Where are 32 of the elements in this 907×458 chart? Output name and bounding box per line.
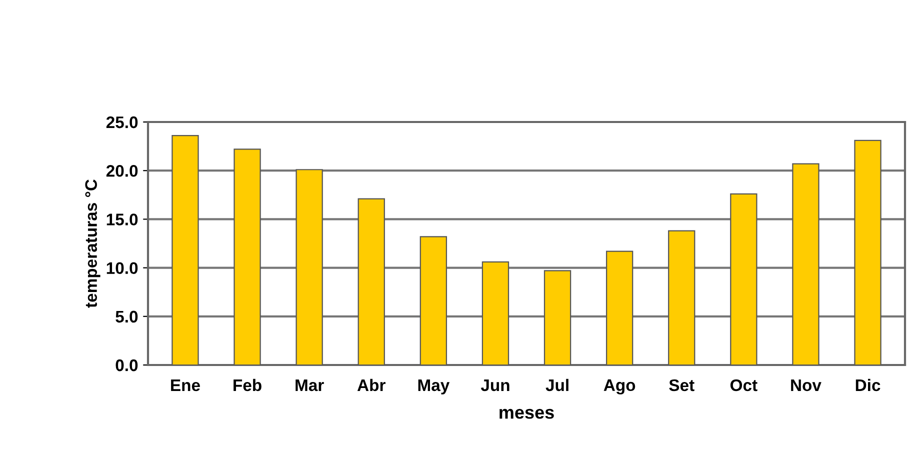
y-tick-label: 0.0	[116, 359, 138, 372]
x-tick-label: Ene	[171, 380, 200, 392]
x-tick-label: Feb	[234, 378, 262, 392]
x-tick-label: Mar	[296, 380, 324, 392]
bar	[606, 250, 634, 365]
y-tick-label: 20.0	[106, 165, 138, 177]
y-tick-label: 15.0	[106, 214, 138, 226]
x-tick-label: Ago	[604, 379, 636, 394]
x-tick-label: Set	[669, 379, 694, 392]
bar	[482, 261, 510, 365]
bar	[730, 193, 758, 365]
x-tick-label: Nov	[791, 380, 822, 392]
y-tick-label: 25.0	[106, 116, 138, 128]
x-tick-label: Oct	[730, 379, 758, 392]
x-tick-label: Jul	[546, 378, 568, 392]
bar	[358, 198, 385, 365]
bar	[854, 140, 882, 365]
bar	[296, 169, 323, 365]
y-axis-title: temperaturas °C	[85, 179, 100, 308]
bar	[234, 148, 261, 365]
bar	[544, 270, 572, 365]
x-tick-label: Dic	[856, 378, 880, 392]
y-tick-label: 5.0	[116, 310, 138, 323]
y-tick-label: 10.0	[106, 262, 138, 274]
bar	[172, 135, 199, 365]
x-tick-label: Jun	[480, 380, 510, 392]
bar	[668, 230, 696, 365]
x-tick-label: Abr	[357, 378, 386, 392]
bar	[420, 236, 448, 365]
x-tick-label: May	[418, 380, 450, 394]
x-axis-title: meses	[500, 408, 554, 419]
bar	[792, 163, 820, 365]
